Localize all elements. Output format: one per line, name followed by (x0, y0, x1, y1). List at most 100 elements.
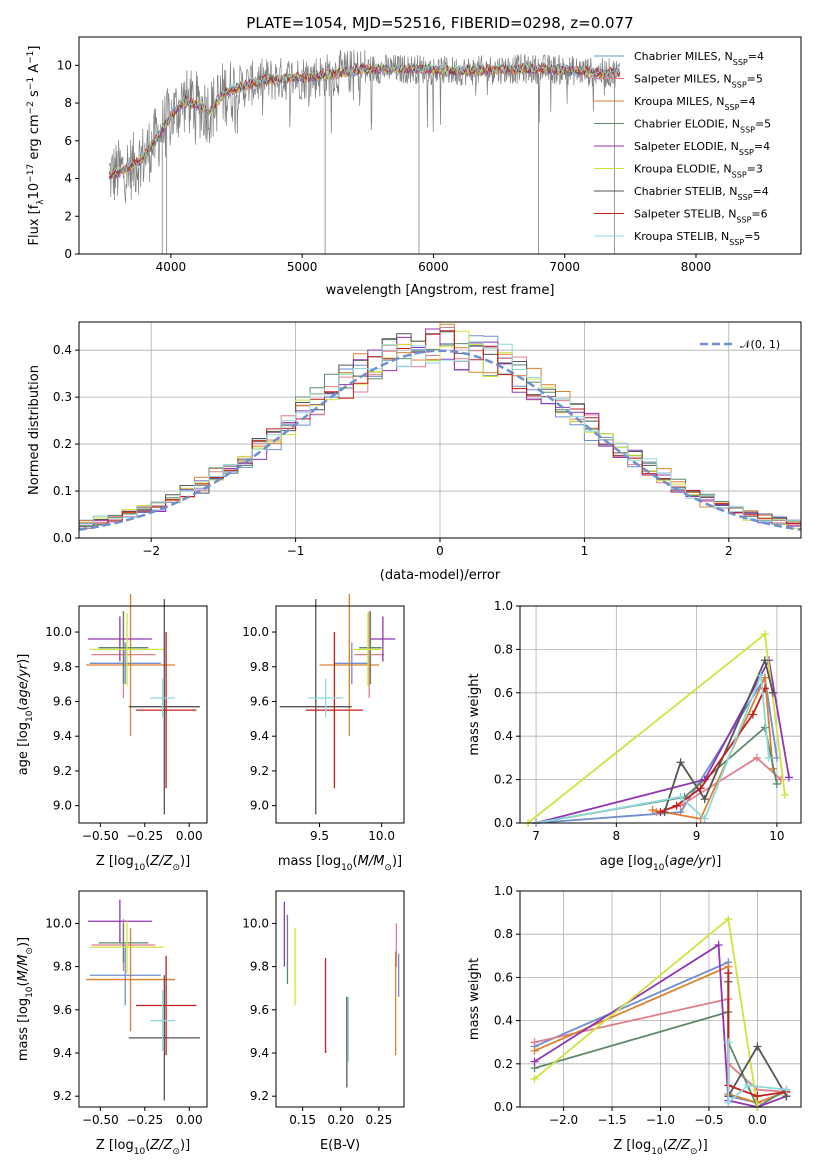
weight-point-marker (760, 656, 769, 665)
weight-point-marker (696, 784, 705, 793)
figure-title: PLATE=1054, MJD=52516, FIBERID=0298, z=0… (246, 14, 633, 32)
label-part: ( (353, 854, 358, 869)
label-part: 10 (25, 710, 35, 722)
label-part: Normed distribution (27, 365, 42, 495)
y-tick-label: 9.8 (250, 960, 269, 974)
mass-vs-Z-panel: −0.50 −0.25 0.009.29.49.69.810.0Z [log10(Z… (16, 890, 208, 1157)
x-tick-label: 2 (725, 544, 733, 558)
normal-distribution-curve (79, 349, 801, 532)
y-tick-label: 9.4 (53, 1046, 72, 1060)
y-tick-label: 0.2 (494, 773, 513, 787)
y-tick-label: 9.6 (53, 1003, 72, 1017)
weight-point-marker (768, 688, 777, 697)
label-part: 10 (653, 863, 665, 873)
label-part: 10 (27, 183, 42, 200)
y-tick-label: 0.0 (53, 531, 72, 545)
axes-frame (275, 890, 405, 1108)
age-vs-mass-panel: 9.5 10.0 9.0 9.2 9.4 9.6 9.8 10.0 mass [log10(M/… (242, 593, 405, 873)
legend-count: =4 (754, 140, 770, 153)
label-part: Z/Z (667, 1138, 691, 1153)
label-part: Z [log (96, 854, 134, 869)
weight-point-marker (530, 1038, 539, 1047)
residuals-panel: −2 −1 0 1 2 0.0 0.1 0.2 0.3 0.4 (data-model)/error… (27, 321, 802, 583)
x-tick-label: 0.25 (365, 1113, 392, 1127)
legend-sub: SSP (740, 125, 755, 134)
x-tick-label: −0.5 (694, 1113, 723, 1127)
y-tick-label: 9.2 (53, 764, 72, 778)
label-part: −2 (26, 101, 36, 114)
label-part: M/M (16, 955, 31, 982)
label-part: Flux [f (27, 204, 42, 245)
weight-point-marker (530, 1057, 539, 1066)
label-part: age/yr (669, 854, 712, 869)
legend-entry: Chabrier MILES, NSSP=4 (634, 50, 764, 67)
label-part: ⊙ (172, 863, 180, 873)
label-part: −1 (26, 51, 36, 64)
weight-point-marker (672, 801, 681, 810)
errorbars (86, 593, 200, 815)
label-part: erg cm (27, 114, 42, 163)
legend-sub: SSP (732, 80, 747, 89)
x-tick-label: 10 (769, 829, 784, 843)
legend-sub: SSP (729, 238, 744, 247)
weight-lines (524, 630, 793, 827)
label-part: )] (180, 1138, 190, 1153)
x-tick-label: −0.25 (126, 829, 163, 843)
y-tick-label: 9.6 (53, 694, 72, 708)
y-tick-label: 10.0 (242, 916, 269, 930)
label-part: Z [log (96, 1138, 134, 1153)
weight-point-marker (753, 1042, 762, 1051)
weight-point-marker (743, 1081, 752, 1090)
age-vs-Z-panel: −0.50 −0.25 0.009.09.29.49.69.810.0Z [log1… (16, 593, 208, 873)
y-tick-label: 9.2 (250, 764, 269, 778)
legend-count: =5 (747, 73, 763, 86)
y-tick-label: 9.6 (250, 694, 269, 708)
legend-entry: Kroupa STELIB, NSSP=5 (634, 230, 760, 247)
label-part: age [log (16, 722, 31, 775)
label-part: ( (663, 1138, 668, 1153)
legend-name: Salpeter STELIB, N (634, 208, 736, 221)
y-axis-label: mass weight (467, 673, 482, 755)
label-part: s (27, 90, 42, 101)
x-axis-label: (data-model)/error (380, 568, 501, 583)
axes-frame (519, 605, 802, 824)
weight-point-marker (724, 915, 733, 924)
weight-point-marker (782, 1085, 791, 1094)
y-tick-label: 9.8 (53, 660, 72, 674)
weight-series-line (727, 1042, 787, 1105)
legend-sub: SSP (738, 193, 753, 202)
label-part: M/M (358, 854, 385, 869)
y-tick-label: 0.6 (494, 970, 513, 984)
axes-frame (78, 321, 802, 539)
x-tick-label: 0.00 (176, 1113, 203, 1127)
legend-sub: SSP (724, 103, 739, 112)
weight-point-marker (724, 969, 733, 978)
label-part: 10 (134, 863, 146, 873)
x-tick-label: 8 (613, 829, 621, 843)
legend-sub: SSP (736, 215, 751, 224)
weight-point-marker (648, 805, 657, 814)
label-part: ⊙ (384, 863, 392, 873)
legend-entry: Kroupa MILES, NSSP=4 (634, 95, 756, 112)
label-part: ] (27, 46, 42, 51)
legend-entry: Salpeter MILES, NSSP=5 (634, 73, 763, 90)
label-part: 10 (341, 863, 353, 873)
label-part: )] (698, 1138, 708, 1153)
weight-point-marker (700, 814, 709, 823)
label-part: A (27, 64, 42, 77)
x-tick-label: 5000 (287, 260, 318, 274)
y-tick-label: 10 (57, 58, 72, 72)
legend: 𝒩(0, 1) (700, 338, 780, 351)
y-tick-label: 9.0 (53, 799, 72, 813)
x-tick-label: 10.0 (368, 829, 395, 843)
spectrum-panel: 4000 5000 6000 7000 8000 0 2 4 6 8 10 wavelength [A… (26, 36, 802, 298)
label-part: 10 (134, 1147, 146, 1157)
x-tick-label: 7000 (549, 260, 580, 274)
legend-entry: Chabrier STELIB, NSSP=4 (634, 185, 769, 202)
weight-point-marker (784, 773, 793, 782)
label-part: Z [log (613, 1138, 651, 1153)
label-part: mass [log (278, 854, 341, 869)
errorbars (283, 901, 400, 1088)
legend-entry: Chabrier ELODIE, NSSP=5 (634, 118, 771, 135)
